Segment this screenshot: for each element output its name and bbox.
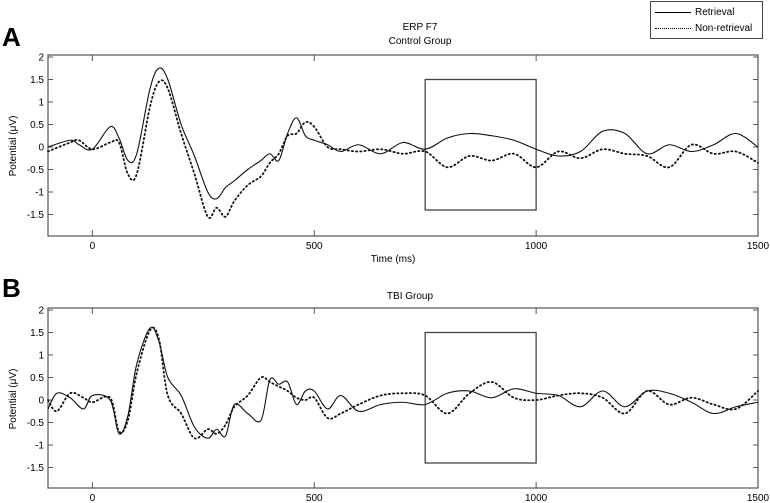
y-tick-label: 0.5 bbox=[30, 373, 44, 384]
y-axis-label: Potential (μV) bbox=[8, 369, 19, 430]
x-tick-label: 1500 bbox=[747, 493, 770, 503]
y-tick-label: 1.5 bbox=[30, 328, 44, 339]
x-tick-label: 0 bbox=[90, 241, 96, 252]
chart-a-title-line2: Control Group bbox=[388, 36, 452, 47]
panel-letter-a: A bbox=[2, 22, 21, 52]
chart-legend: Retrieval Non-retrieval bbox=[650, 1, 763, 39]
series-non-retrieval bbox=[47, 326, 759, 440]
x-tick-label: 1000 bbox=[525, 241, 548, 252]
plot-a: 0 500 1000 1500 -1.5 -1 -0.5 0 0.5 1 1.5 2 Potential… bbox=[8, 53, 770, 266]
series-non-retrieval bbox=[47, 79, 759, 219]
x-tick-label: 500 bbox=[306, 241, 323, 252]
y-tick-label: 2 bbox=[38, 306, 44, 317]
x-axis-label: Time (ms) bbox=[371, 254, 416, 265]
analysis-window-box bbox=[424, 331, 537, 464]
y-axis-label: Potential (μV) bbox=[8, 116, 19, 177]
legend-label: Non-retrieval bbox=[695, 22, 753, 34]
x-tick-label: 0 bbox=[90, 493, 96, 503]
y-tick-label: 2 bbox=[38, 53, 44, 64]
y-tick-label: 1 bbox=[38, 98, 44, 109]
chart-b-title: TBI Group bbox=[386, 291, 434, 302]
y-tick-label: 0 bbox=[38, 396, 44, 407]
panel-letter-b: B bbox=[2, 273, 21, 303]
series-retrieval bbox=[47, 67, 759, 200]
y-tick-label: -1.5 bbox=[27, 210, 45, 221]
dotted-line-swatch-icon bbox=[655, 27, 691, 29]
chart-a-title-line1: ERP F7 bbox=[402, 22, 438, 33]
legend-label: Retrieval bbox=[695, 6, 735, 18]
x-tick-label: 500 bbox=[306, 493, 323, 503]
x-tick-label: 1500 bbox=[747, 241, 770, 252]
y-tick-label: 0.5 bbox=[30, 120, 44, 131]
y-tick-label: 0 bbox=[38, 143, 44, 154]
legend-item-retrieval: Retrieval bbox=[655, 5, 734, 19]
x-tick-label: 1000 bbox=[525, 493, 548, 503]
y-tick-label: 1 bbox=[38, 351, 44, 362]
legend-item-non-retrieval: Non-retrieval bbox=[655, 21, 752, 35]
plot-frame bbox=[47, 307, 759, 489]
y-tick-label: -1 bbox=[35, 188, 44, 199]
y-tick-label: -1 bbox=[35, 441, 44, 452]
plot-b: 0 500 1000 1500 -1.5 -1 -0.5 0 0.5 1 1.5 2 Potential… bbox=[8, 306, 770, 503]
solid-line-swatch-icon bbox=[655, 11, 691, 13]
y-tick-label: -1.5 bbox=[27, 463, 45, 474]
y-tick-label: -0.5 bbox=[27, 165, 45, 176]
y-tick-label: -0.5 bbox=[27, 418, 45, 429]
analysis-window-box bbox=[424, 78, 537, 211]
plot-frame bbox=[47, 54, 759, 237]
series-retrieval bbox=[47, 326, 759, 439]
y-tick-label: 1.5 bbox=[30, 75, 44, 86]
